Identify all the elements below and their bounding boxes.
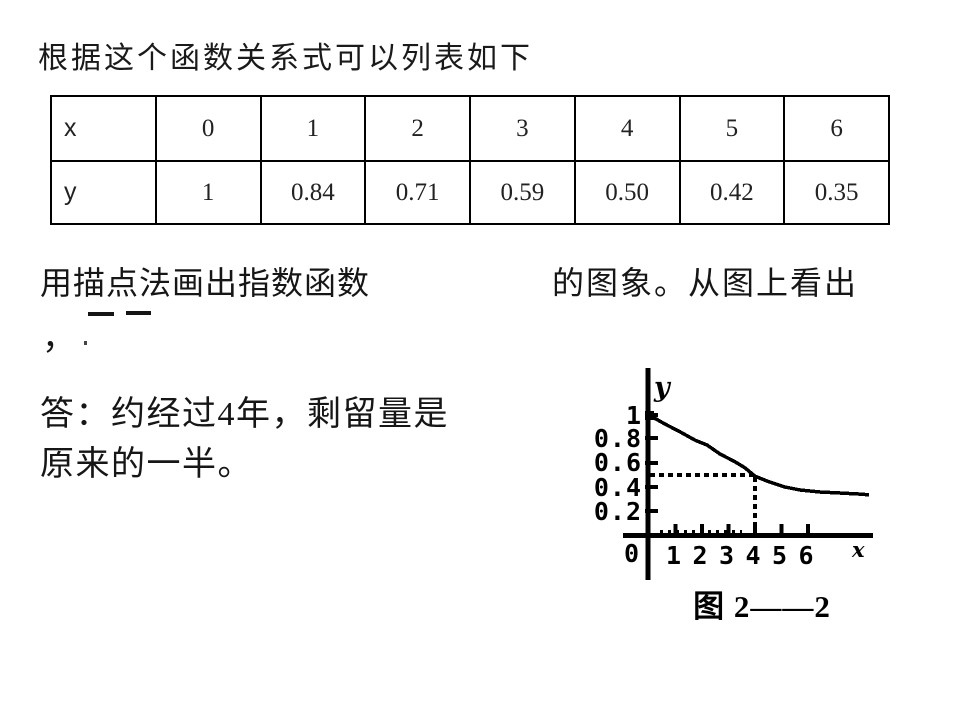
x-tick: [700, 524, 704, 533]
table-cell-x2: 2: [364, 95, 471, 162]
y-tick: [645, 509, 658, 513]
formula-fragment-bar: [126, 311, 151, 315]
formula-fragment-dot: [84, 341, 87, 345]
table-cell-x3: 3: [469, 95, 576, 162]
table-cell-x5: 5: [678, 95, 786, 162]
answer-line-2: 原来的一半。: [40, 446, 253, 483]
figure-caption: 图 2——2: [693, 589, 831, 624]
paragraph-after-formula: 的图象。从图上看出: [552, 265, 859, 301]
y-axis-line: [645, 368, 651, 580]
decay-curve: [648, 413, 870, 497]
x-tick: [726, 524, 731, 533]
table-header-x: x: [50, 95, 157, 162]
table-cell-y3: 0.59: [469, 160, 576, 225]
table-cell-y5: 0.42: [678, 160, 786, 225]
answer-line-1: 答：约经过4年，剩留量是: [40, 396, 449, 433]
decay-function-graph: y x 1 0.8 0.6 0.4 0.2 0 1 2 3 4 5 6: [594, 368, 873, 580]
x-tick: [806, 524, 810, 533]
table-header-y: y: [50, 160, 157, 225]
x-tick-label: 4: [745, 541, 761, 570]
y-tick: [645, 485, 658, 489]
x-axis-line: [623, 533, 873, 538]
table-cell-y4: 0.50: [573, 160, 681, 225]
table-cell-x0: 0: [154, 95, 262, 162]
origin-label: 0: [624, 539, 640, 568]
y-tick-label: 0.4: [594, 473, 642, 502]
y-tick-label: 0.8: [594, 424, 642, 453]
table-cell-y6: 0.35: [783, 160, 890, 225]
y-tick-label: 0.6: [594, 448, 642, 477]
answer-text: 答：约经过4年，剩留量是 原来的一半。: [40, 390, 449, 490]
x-tick-label: 2: [692, 541, 708, 570]
table-cell-x4: 4: [573, 95, 681, 162]
x-tick-label: 1: [666, 541, 682, 570]
value-table: x 0 1 2 3 4 5 6 y 1 0.84 0.71 0.59 0.50 …: [50, 95, 890, 225]
table-cell-y1: 0.84: [259, 160, 367, 225]
y-tick: [645, 461, 658, 465]
table-row-y: y 1 0.84 0.71 0.59 0.50 0.42 0.35: [50, 160, 890, 225]
paragraph-before-formula: 用描点法画出指数函数: [40, 265, 371, 301]
x-tick-label: 5: [772, 541, 788, 570]
x-axis-label: x: [851, 537, 866, 562]
y-tick-label: 0.2: [594, 497, 642, 526]
x-tick: [753, 524, 757, 533]
x-tick: [779, 524, 784, 533]
table-cell-y2: 0.71: [364, 160, 471, 225]
table-cell-y0: 1: [154, 160, 262, 225]
page-title: 根据这个函数关系式可以列表如下: [38, 42, 533, 75]
table-row-x: x 0 1 2 3 4 5 6: [50, 95, 890, 162]
y-tick-label: 1: [626, 401, 642, 430]
x-tick: [673, 524, 678, 533]
table-cell-x1: 1: [259, 95, 367, 162]
y-axis-label: y: [653, 372, 672, 403]
x-tick-label: 3: [719, 541, 735, 570]
y-tick: [645, 436, 658, 440]
formula-fragment-bar: [88, 312, 114, 316]
paragraph-comma: ，: [42, 320, 76, 357]
x-tick-label: 6: [798, 541, 814, 570]
table-cell-x6: 6: [783, 95, 890, 162]
